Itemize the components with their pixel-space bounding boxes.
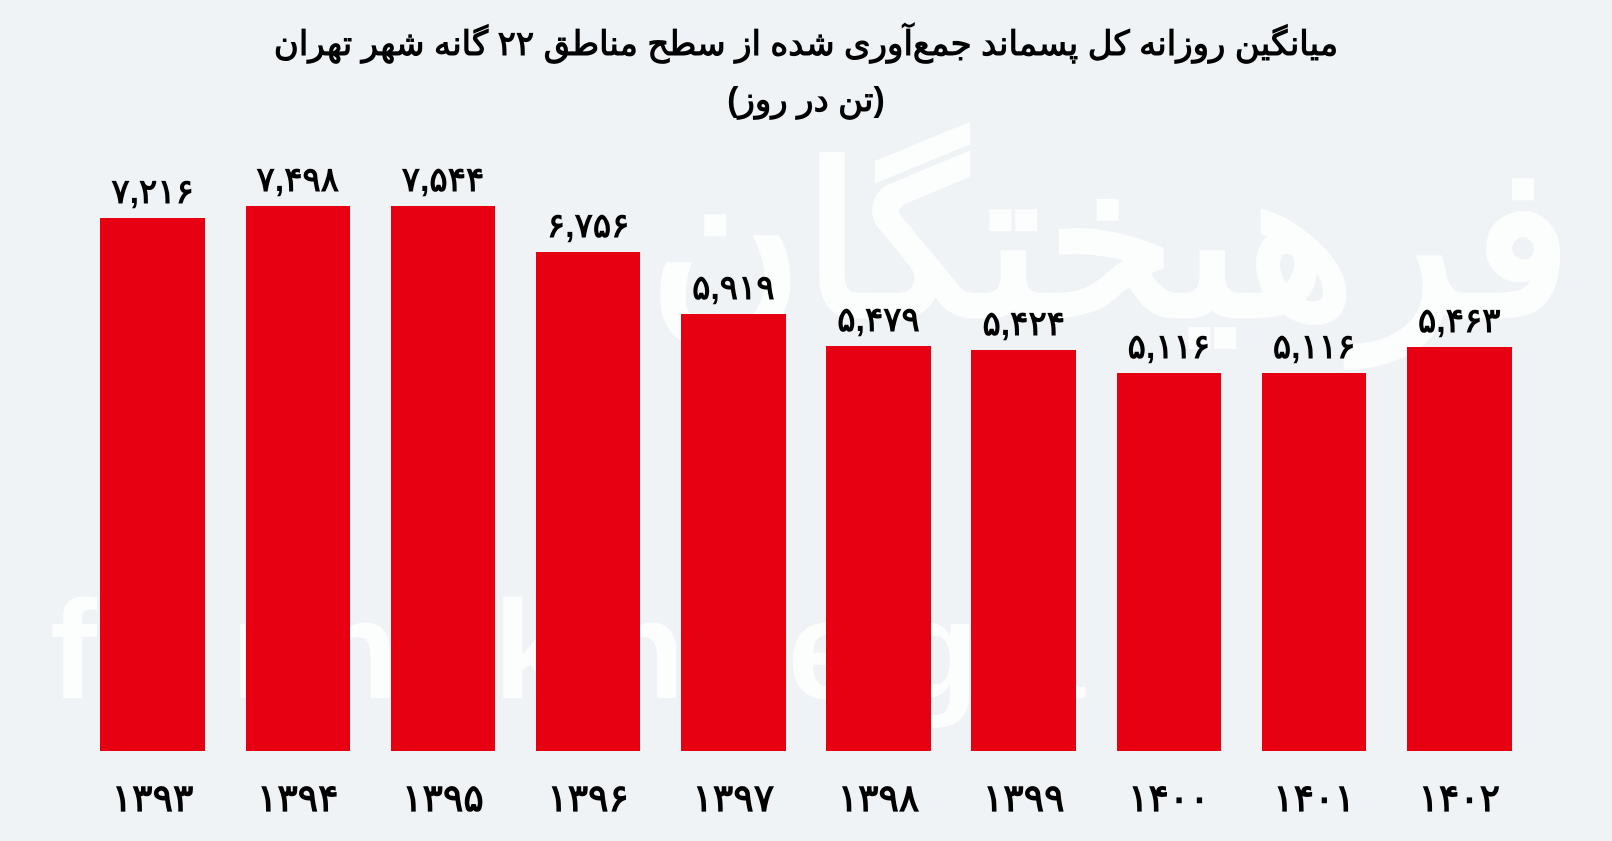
bar-group: ۶,۷۵۶ (516, 160, 661, 751)
x-axis-label: ۱۳۹۷ (661, 776, 806, 821)
x-axis-label: ۱۳۹۳ (80, 776, 225, 821)
chart-title: میانگین روزانه کل پسماند جمع‌آوری شده از… (0, 0, 1612, 64)
bar-group: ۷,۴۹۸ (225, 160, 370, 751)
x-axis-label: ۱۳۹۴ (225, 776, 370, 821)
bar-value-label: ۶,۷۵۶ (547, 206, 630, 246)
bar (826, 346, 931, 751)
bar (391, 206, 496, 751)
bar-group: ۵,۴۶۳ (1387, 160, 1532, 751)
bar-group: ۵,۱۱۶ (1242, 160, 1387, 751)
x-axis-label: ۱۴۰۲ (1387, 776, 1532, 821)
bar-group: ۵,۹۱۹ (661, 160, 806, 751)
x-axis-label: ۱۴۰۱ (1242, 776, 1387, 821)
bar-value-label: ۷,۴۹۸ (257, 160, 340, 200)
bar (681, 314, 786, 751)
bar (246, 206, 351, 751)
chart-area: ۷,۲۱۶ ۷,۴۹۸ ۷,۵۴۴ ۶,۷۵۶ ۵,۹۱۹ ۵,۴۷۹ ۵,۴۲۴ ۵,۱۱۶… (80, 160, 1532, 751)
bar (100, 218, 205, 751)
x-axis-label: ۱۳۹۶ (516, 776, 661, 821)
bars-container: ۷,۲۱۶ ۷,۴۹۸ ۷,۵۴۴ ۶,۷۵۶ ۵,۹۱۹ ۵,۴۷۹ ۵,۴۲۴ ۵,۱۱۶… (80, 160, 1532, 751)
bar-value-label: ۷,۵۴۴ (402, 160, 485, 200)
x-axis-label: ۱۴۰۰ (1096, 776, 1241, 821)
bar-group: ۷,۲۱۶ (80, 160, 225, 751)
bar-group: ۵,۱۱۶ (1096, 160, 1241, 751)
bar (1117, 373, 1222, 751)
bar-value-label: ۵,۴۲۴ (982, 304, 1065, 344)
x-axis-label: ۱۳۹۸ (806, 776, 951, 821)
bar-value-label: ۷,۲۱۶ (111, 172, 194, 212)
bar-group: ۷,۵۴۴ (370, 160, 515, 751)
x-axis-label: ۱۳۹۹ (951, 776, 1096, 821)
bar-value-label: ۵,۴۷۹ (837, 300, 920, 340)
bar-value-label: ۵,۱۱۶ (1273, 327, 1356, 367)
x-axis-label: ۱۳۹۵ (370, 776, 515, 821)
bar-value-label: ۵,۹۱۹ (692, 268, 775, 308)
chart-subtitle: (تن در روز) (0, 64, 1612, 120)
bar (1407, 347, 1512, 751)
bar-value-label: ۵,۴۶۳ (1418, 301, 1501, 341)
bar-value-label: ۵,۱۱۶ (1128, 327, 1211, 367)
bar (971, 350, 1076, 751)
x-axis-labels: ۱۳۹۳۱۳۹۴۱۳۹۵۱۳۹۶۱۳۹۷۱۳۹۸۱۳۹۹۱۴۰۰۱۴۰۱۱۴۰۲ (80, 776, 1532, 821)
bar-group: ۵,۴۲۴ (951, 160, 1096, 751)
bar (1262, 373, 1367, 751)
bar-group: ۵,۴۷۹ (806, 160, 951, 751)
bar (536, 252, 641, 751)
